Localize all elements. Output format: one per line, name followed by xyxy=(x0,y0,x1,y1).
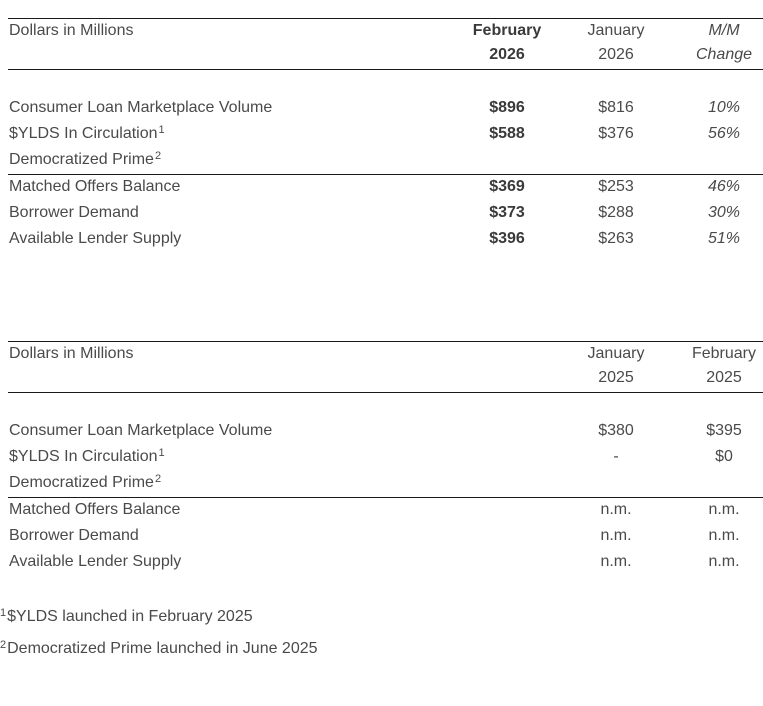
table1-row-feb2026: $396 xyxy=(489,230,525,247)
table1-row-label: Borrower Demand xyxy=(9,204,139,221)
footnote-ref: 1 xyxy=(158,124,165,136)
table1-row-label: Consumer Loan Marketplace Volume xyxy=(9,99,273,116)
table2-row-label: Democratized Prime2 xyxy=(9,473,162,491)
table1-row-jan2026: $253 xyxy=(598,178,634,195)
table1-row-jan2026: $816 xyxy=(598,99,634,116)
table2-row-label: Borrower Demand xyxy=(9,527,139,544)
table2-top-rule xyxy=(8,341,763,342)
table1-header-label: Dollars in Millions xyxy=(9,22,134,39)
table1-row-feb2026: $373 xyxy=(489,204,525,221)
table1-row-feb2026: $588 xyxy=(489,125,525,142)
table2-row-label: Available Lender Supply xyxy=(9,553,182,570)
table1-row-label: Democratized Prime2 xyxy=(9,150,162,168)
table2-row-feb2025: n.m. xyxy=(708,553,740,570)
table1-col2-header-line2: 2026 xyxy=(598,46,634,63)
table2-row-label: Matched Offers Balance xyxy=(9,501,181,518)
footnote-mark: 1 xyxy=(0,607,7,619)
table1-row-label: Available Lender Supply xyxy=(9,230,182,247)
table1-col3-header-line1: M/M xyxy=(708,22,740,39)
table2-col2-header-line2: 2025 xyxy=(706,369,742,386)
table1-row-mm-change: 56% xyxy=(707,125,741,142)
table1-row-jan2026: $376 xyxy=(598,125,634,142)
table1-top-rule xyxy=(8,18,763,19)
table2-row-label: Consumer Loan Marketplace Volume xyxy=(9,422,273,439)
table2-header-label: Dollars in Millions xyxy=(9,345,134,362)
table1-col1-header-line1: February xyxy=(472,22,542,39)
table1-row-mm-change: 51% xyxy=(707,230,741,247)
table1-row-mm-change: 46% xyxy=(707,178,741,195)
table1-col3-header-line2: Change xyxy=(695,46,753,63)
table2-row-jan2025: n.m. xyxy=(600,527,632,544)
table1-col1-header-line2: 2026 xyxy=(489,46,525,63)
table2-col1-header-line1: January xyxy=(587,345,645,362)
table2-row-jan2025: - xyxy=(613,448,619,465)
table1-row-feb2026: $369 xyxy=(489,178,525,195)
table2-row-jan2025: n.m. xyxy=(600,501,632,518)
table2-row-jan2025: $380 xyxy=(598,422,634,439)
table2-row-feb2025: $0 xyxy=(715,448,733,465)
table2-row-jan2025: n.m. xyxy=(600,553,632,570)
table2-col2-header-line1: February xyxy=(691,345,757,362)
table1-row-mm-change: 10% xyxy=(707,99,741,116)
table2-section-rule xyxy=(8,497,763,498)
footnote-ref: 1 xyxy=(158,447,165,459)
table1-row-label: $YLDS In Circulation1 xyxy=(9,124,165,142)
table1-header-rule xyxy=(8,69,763,70)
footnote-1: 1$YLDS launched in February 2025 xyxy=(0,607,253,625)
footnote-2: 2Democratized Prime launched in June 202… xyxy=(0,639,318,657)
footnote-ref: 2 xyxy=(154,150,162,162)
footnote-mark: 2 xyxy=(0,639,7,651)
table1-row-feb2026: $896 xyxy=(489,99,525,116)
table1-row-jan2026: $263 xyxy=(598,230,634,247)
table1-col2-header-line1: January xyxy=(587,22,645,39)
table1-row-jan2026: $288 xyxy=(598,204,634,221)
table1-section-rule xyxy=(8,174,763,175)
table2-col1-header-line2: 2025 xyxy=(598,369,634,386)
table2-row-feb2025: n.m. xyxy=(708,527,740,544)
table1-row-mm-change: 30% xyxy=(707,204,741,221)
table1-row-label: Matched Offers Balance xyxy=(9,178,181,195)
table2-row-feb2025: n.m. xyxy=(708,501,740,518)
footnote-ref: 2 xyxy=(154,473,162,485)
table2-row-label: $YLDS In Circulation1 xyxy=(9,447,165,465)
table2-header-rule xyxy=(8,392,763,393)
table2-row-feb2025: $395 xyxy=(706,422,742,439)
